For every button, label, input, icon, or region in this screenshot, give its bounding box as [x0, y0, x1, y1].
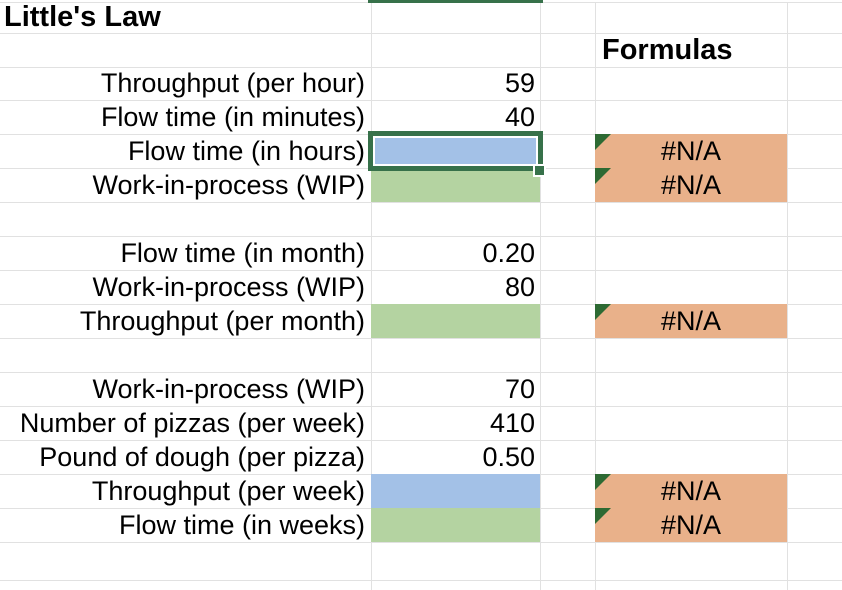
label-flow-time-hours[interactable]: Flow time (in hours)	[127, 135, 365, 166]
error-text: #N/A	[660, 169, 722, 200]
label-wip-3[interactable]: Work-in-process (WIP)	[92, 373, 365, 404]
column-b-top-border-segment	[368, 0, 543, 3]
fill-handle[interactable]	[533, 164, 546, 177]
label-throughput-per-month[interactable]: Throughput (per month)	[79, 305, 365, 336]
label-throughput-per-hour[interactable]: Throughput (per hour)	[100, 68, 365, 98]
gridline-horizontal	[0, 202, 842, 203]
value-wip-3[interactable]: 70	[504, 373, 535, 404]
note-triangle-icon	[595, 304, 611, 320]
gridline-horizontal	[0, 67, 842, 68]
gridline-horizontal	[0, 372, 842, 373]
gridline-horizontal	[0, 270, 842, 271]
sheet-title: Little's Law	[4, 1, 161, 33]
error-text: #N/A	[660, 475, 722, 506]
note-triangle-icon	[595, 508, 611, 524]
gridline-vertical	[371, 2, 372, 590]
formula-cell-flow-time-hours[interactable]: #N/A	[595, 134, 787, 168]
value-throughput-per-hour[interactable]: 59	[504, 68, 535, 98]
label-flow-time-minutes[interactable]: Flow time (in minutes)	[100, 101, 365, 132]
value-flow-time-minutes[interactable]: 40	[504, 101, 535, 132]
label-throughput-per-week[interactable]: Throughput (per week)	[91, 475, 365, 506]
note-triangle-icon	[595, 134, 611, 150]
formula-cell-flow-time-weeks[interactable]: #N/A	[595, 508, 787, 542]
gridline-vertical	[540, 2, 541, 590]
label-number-of-pizzas[interactable]: Number of pizzas (per week)	[19, 407, 365, 438]
value-wip-2[interactable]: 80	[504, 271, 535, 302]
gridline-horizontal	[0, 236, 842, 237]
label-flow-time-weeks[interactable]: Flow time (in weeks)	[118, 509, 365, 540]
error-text: #N/A	[660, 509, 722, 540]
gridline-horizontal	[0, 440, 842, 441]
gridline-horizontal	[0, 542, 842, 543]
gridline-horizontal	[0, 338, 842, 339]
value-flow-time-month[interactable]: 0.20	[482, 237, 535, 268]
gridline-horizontal	[0, 580, 842, 581]
formula-cell-wip-1[interactable]: #N/A	[595, 168, 787, 202]
input-cell-throughput-per-month[interactable]	[371, 304, 540, 338]
label-pound-of-dough[interactable]: Pound of dough (per pizza)	[39, 441, 365, 472]
value-pound-of-dough[interactable]: 0.50	[482, 441, 535, 472]
formulas-header: Formulas	[602, 33, 733, 66]
error-text: #N/A	[660, 135, 722, 166]
input-cell-flow-time-weeks[interactable]	[371, 508, 540, 542]
note-triangle-icon	[595, 474, 611, 490]
gridline-vertical	[595, 2, 596, 590]
gridline-horizontal	[0, 33, 842, 34]
input-cell-throughput-per-week[interactable]	[371, 474, 540, 508]
note-triangle-icon	[595, 168, 611, 184]
formula-cell-throughput-per-month[interactable]: #N/A	[595, 304, 787, 338]
value-number-of-pizzas[interactable]: 410	[489, 407, 535, 438]
input-cell-wip-1[interactable]	[371, 168, 540, 202]
label-wip-2[interactable]: Work-in-process (WIP)	[92, 271, 365, 302]
gridline-vertical	[787, 2, 788, 590]
gridline-horizontal	[0, 100, 842, 101]
label-wip-1[interactable]: Work-in-process (WIP)	[92, 169, 365, 200]
gridline-horizontal	[0, 406, 842, 407]
selection-outline	[368, 131, 543, 171]
label-flow-time-month[interactable]: Flow time (in month)	[120, 237, 365, 268]
error-text: #N/A	[660, 305, 722, 336]
formula-cell-throughput-per-week[interactable]: #N/A	[595, 474, 787, 508]
